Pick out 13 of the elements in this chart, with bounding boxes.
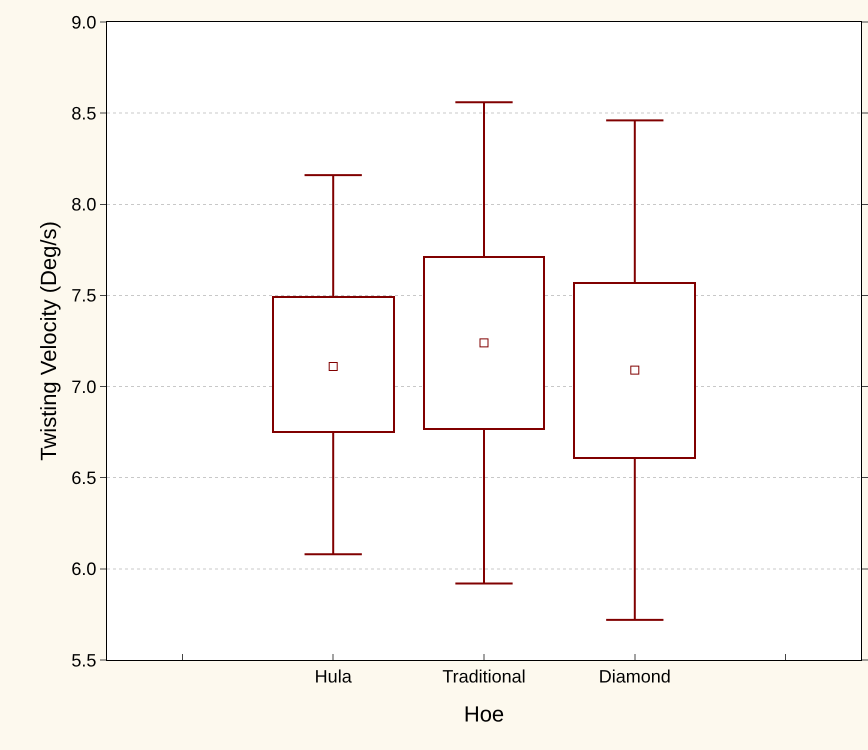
y-tick-label: 7.0	[71, 376, 96, 397]
y-tick-label: 5.5	[71, 650, 96, 670]
x-axis-title: Hoe	[464, 702, 504, 726]
y-axis-title: Twisting Velocity (Deg/s)	[36, 221, 62, 461]
y-tick-label: 8.0	[71, 194, 96, 215]
x-tick-label: Hula	[314, 666, 353, 687]
x-tick-label: Traditional	[442, 666, 526, 687]
y-tick-label: 6.0	[71, 559, 96, 580]
x-tick-label: Diamond	[598, 666, 671, 687]
y-tick-label: 7.5	[71, 286, 96, 306]
y-tick-label: 8.5	[71, 103, 96, 124]
y-tick-label: 6.5	[71, 468, 96, 488]
y-tick-label: 9.0	[71, 12, 96, 32]
